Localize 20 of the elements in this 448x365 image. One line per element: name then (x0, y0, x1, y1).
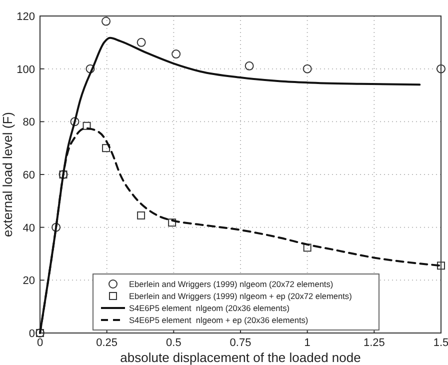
legend-label: S4E6P5 element nlgeom + ep (20x36 elements) (129, 315, 308, 325)
x-tick-label: 0.5 (166, 337, 182, 349)
y-tick-label: 40 (22, 222, 35, 234)
y-tick-label: 0 (28, 328, 35, 340)
y-axis-title: external load level (F) (0, 112, 15, 237)
x-axis-title: absolute displacement of the loaded node (120, 350, 361, 365)
legend-label: Eberlein and Wriggers (1999) nlgeom (20x72 elements) (129, 279, 334, 289)
x-tick-label: 0.75 (230, 337, 252, 349)
x-tick-label: 0.25 (96, 337, 118, 349)
x-tick-label: 1.5 (433, 337, 448, 349)
y-tick-label: 20 (22, 275, 35, 288)
x-tick-label: 0 (36, 337, 44, 349)
x-tick-label: 1 (304, 337, 310, 349)
y-tick-label: 60 (22, 170, 35, 182)
y-tick-label: 120 (16, 11, 35, 23)
x-tick-label: 1.25 (363, 337, 385, 349)
y-tick-label: 80 (22, 116, 35, 129)
y-tick-label: 100 (16, 64, 35, 76)
legend-label: S4E6P5 element nlgeom (20x36 elements) (129, 303, 290, 313)
legend-label: Eberlein and Wriggers (1999) nlgeom + ep (20x72 elements) (129, 291, 352, 301)
